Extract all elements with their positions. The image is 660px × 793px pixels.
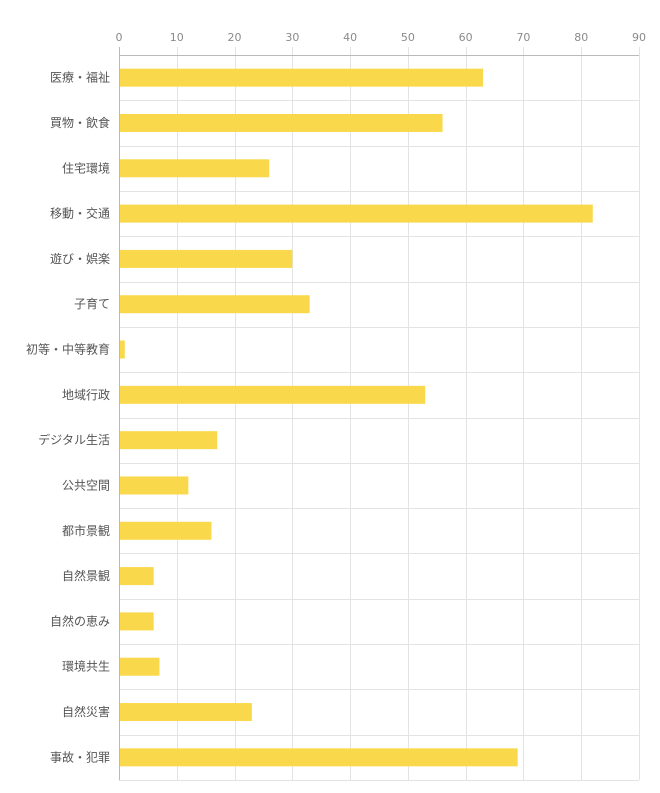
bar-4[interactable] (119, 204, 593, 223)
x-tick-label: 90 (632, 31, 646, 44)
bar-8[interactable] (119, 385, 426, 404)
category-label: 公共空間 (62, 478, 110, 492)
category-label: 子育て (74, 296, 110, 311)
bar-1[interactable] (119, 68, 483, 87)
x-tick-label: 50 (401, 31, 415, 44)
bars (119, 68, 593, 767)
bar-15[interactable] (119, 703, 252, 722)
category-label: 環境共生 (62, 659, 110, 674)
labels: 0 10 20 30 40 50 60 70 80 90 医療・福祉買物・飲食住宅環境移動・交通遊び… (26, 31, 646, 764)
gridlines (119, 47, 640, 781)
x-tick-label: 60 (459, 31, 473, 44)
category-label: 自然災害 (62, 704, 110, 719)
x-tick-label: 40 (343, 31, 357, 44)
x-tick-label: 20 (228, 31, 242, 44)
x-tick-label: 0 (116, 31, 123, 44)
bar-2[interactable] (119, 113, 443, 132)
category-label: 地域行政 (62, 388, 110, 402)
category-label: デジタル生活 (38, 432, 110, 447)
category-label: 買物・飲食 (50, 115, 110, 130)
bar-11[interactable] (119, 521, 212, 540)
category-label: 遊び・娯楽 (50, 251, 110, 266)
category-label: 医療・福祉 (50, 70, 110, 85)
category-label: 事故・犯罪 (50, 749, 110, 764)
x-tick-label: 30 (285, 31, 299, 44)
bar-13[interactable] (119, 612, 154, 631)
category-label: 住宅環境 (62, 160, 110, 175)
bar-16[interactable] (119, 748, 518, 767)
axes (119, 47, 639, 780)
bar-12[interactable] (119, 567, 154, 586)
bar-14[interactable] (119, 657, 160, 676)
category-label: 都市景観 (62, 523, 110, 538)
x-tick-label: 70 (516, 31, 530, 44)
bar-6[interactable] (119, 295, 310, 314)
category-label: 初等・中等教育 (26, 342, 110, 357)
bar-3[interactable] (119, 159, 270, 178)
x-tick-label: 10 (170, 31, 184, 44)
category-label: 自然景観 (62, 568, 110, 583)
category-label: 移動・交通 (50, 206, 110, 221)
x-tick-label: 80 (574, 31, 588, 44)
bar-9[interactable] (119, 431, 218, 450)
bar-5[interactable] (119, 249, 293, 268)
bar-10[interactable] (119, 476, 189, 495)
bar-7[interactable] (119, 340, 125, 359)
category-label: 自然の恵み (50, 613, 110, 628)
